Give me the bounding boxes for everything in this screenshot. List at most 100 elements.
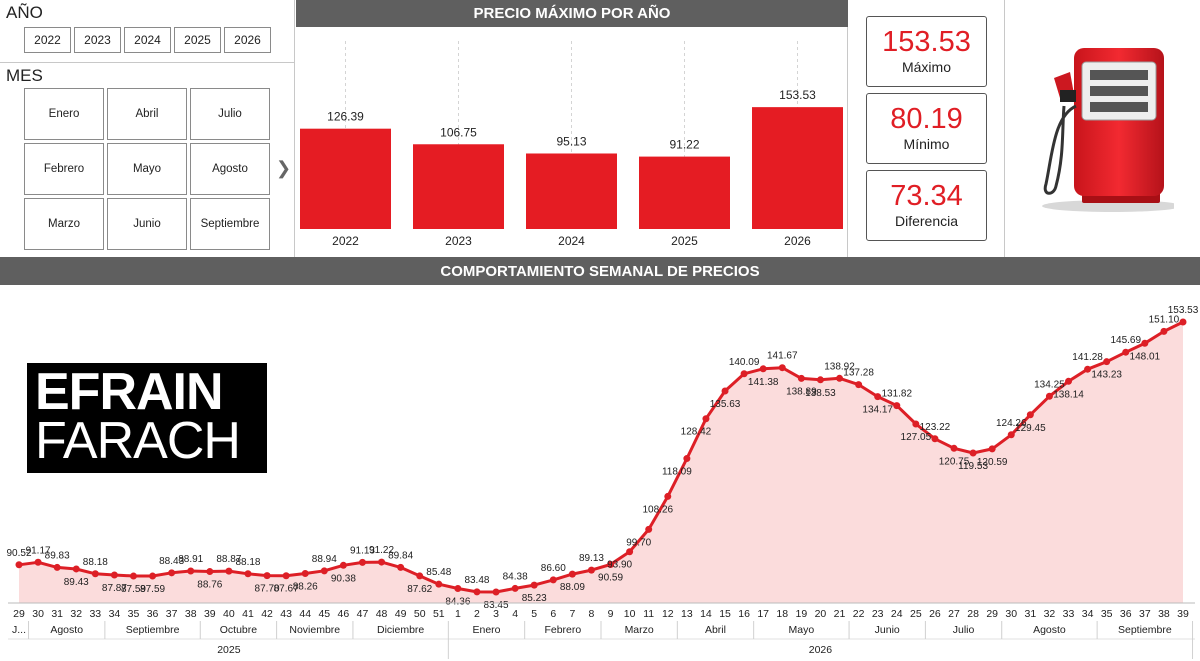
week-tick-label: 8 <box>589 608 595 620</box>
data-point <box>664 492 672 500</box>
data-point <box>320 567 328 575</box>
data-point <box>721 387 729 395</box>
year-button-2026[interactable]: 2026 <box>224 27 271 53</box>
week-tick-label: 36 <box>147 608 159 620</box>
bar-value-label: 106.75 <box>440 125 477 139</box>
data-point <box>1026 411 1034 419</box>
week-tick-label: 5 <box>531 608 537 620</box>
year-button-2023[interactable]: 2023 <box>74 27 121 53</box>
point-value-label: 131.82 <box>881 389 912 400</box>
week-tick-label: 18 <box>776 608 788 620</box>
bar-value-label: 153.53 <box>779 88 816 102</box>
point-value-label: 91.13 <box>350 545 375 556</box>
data-point <box>626 548 634 556</box>
point-value-label: 88.94 <box>312 554 337 565</box>
data-point <box>339 561 347 569</box>
month-button-junio[interactable]: Junio <box>107 198 187 250</box>
year-button-2024[interactable]: 2024 <box>124 27 171 53</box>
data-point <box>397 563 405 571</box>
week-tick-label: 27 <box>948 608 960 620</box>
kpi-min-value: 80.19 <box>890 103 963 135</box>
week-tick-label: 49 <box>395 608 407 620</box>
point-value-label: 123.22 <box>920 422 951 433</box>
week-tick-label: 12 <box>662 608 674 620</box>
year-tick-label: 2025 <box>217 644 241 656</box>
month-button-mayo[interactable]: Mayo <box>107 143 187 195</box>
week-tick-label: 11 <box>643 608 654 620</box>
kpi-max-card: 153.53 Máximo <box>866 16 987 87</box>
month-tick-label: Septiembre <box>1118 624 1172 636</box>
week-tick-label: 26 <box>929 608 941 620</box>
year-button-2025[interactable]: 2025 <box>174 27 221 53</box>
data-point <box>988 445 996 453</box>
logo-line-1: EFRAIN <box>35 363 224 421</box>
month-tick-label: Noviembre <box>289 624 340 636</box>
filter-divider <box>0 62 295 63</box>
point-value-label: 88.18 <box>235 557 260 568</box>
month-button-septiembre[interactable]: Septiembre <box>190 198 270 250</box>
data-point <box>34 558 42 566</box>
month-tick-label: Agosto <box>50 624 83 636</box>
month-button-febrero[interactable]: Febrero <box>24 143 104 195</box>
data-point <box>1141 339 1149 347</box>
point-value-label: 88.18 <box>83 557 108 568</box>
point-value-label: 128.42 <box>681 427 712 438</box>
point-value-label: 129.45 <box>1015 423 1046 434</box>
month-tick-label: Abril <box>705 624 726 636</box>
month-filter-title: MES <box>6 66 43 85</box>
data-point <box>1065 377 1073 385</box>
week-tick-label: 6 <box>550 608 556 620</box>
point-value-label: 89.83 <box>45 550 70 561</box>
point-value-label: 118.09 <box>662 467 692 478</box>
fuel-pump-icon <box>1042 48 1174 212</box>
point-value-label: 91.17 <box>26 545 51 556</box>
point-value-label: 88.87 <box>216 554 241 565</box>
data-point <box>206 568 214 576</box>
week-tick-label: 3 <box>493 608 499 620</box>
month-tick-label: Julio <box>953 624 975 636</box>
data-point <box>282 572 290 580</box>
chevron-right-icon[interactable]: ❯ <box>276 158 292 178</box>
point-value-label: 85.48 <box>426 567 451 578</box>
bar-2023 <box>413 144 504 229</box>
kpi-max-label: Máximo <box>901 59 951 75</box>
month-button-marzo[interactable]: Marzo <box>24 198 104 250</box>
point-value-label: 88.09 <box>560 582 585 593</box>
data-point <box>1160 327 1168 335</box>
data-point <box>587 566 595 574</box>
week-tick-label: 42 <box>261 608 273 620</box>
week-tick-label: 28 <box>967 608 979 620</box>
week-tick-label: 9 <box>608 608 614 620</box>
week-tick-label: 34 <box>1082 608 1094 620</box>
month-button-julio[interactable]: Julio <box>190 88 270 140</box>
data-point <box>969 449 977 457</box>
week-tick-label: 32 <box>1044 608 1056 620</box>
year-button-2022[interactable]: 2022 <box>24 27 71 53</box>
x-tick-label: 2022 <box>332 234 359 248</box>
week-tick-label: 24 <box>891 608 903 620</box>
month-tick-label: J... <box>12 624 26 636</box>
month-button-abril[interactable]: Abril <box>107 88 187 140</box>
bar-value-label: 126.39 <box>327 110 364 124</box>
point-value-label: 141.28 <box>1072 352 1103 363</box>
x-tick-label: 2023 <box>445 234 472 248</box>
point-value-label: 83.48 <box>464 575 489 586</box>
data-point <box>530 581 538 589</box>
month-button-agosto[interactable]: Agosto <box>190 143 270 195</box>
month-tick-label: Marzo <box>625 624 654 636</box>
point-value-label: 90.59 <box>598 572 623 583</box>
data-point <box>778 364 786 372</box>
week-tick-label: 31 <box>1025 608 1037 620</box>
data-point <box>836 374 844 382</box>
month-button-enero[interactable]: Enero <box>24 88 104 140</box>
week-tick-label: 14 <box>700 608 712 620</box>
data-point <box>15 561 23 569</box>
logo-line-2: FARACH <box>35 412 241 470</box>
point-value-label: 89.13 <box>579 553 604 564</box>
month-tick-label: Febrero <box>544 624 581 636</box>
data-point <box>149 572 157 580</box>
data-point <box>358 558 366 566</box>
bar-2025 <box>639 156 730 229</box>
week-tick-label: 43 <box>280 608 292 620</box>
week-tick-label: 35 <box>1101 608 1113 620</box>
